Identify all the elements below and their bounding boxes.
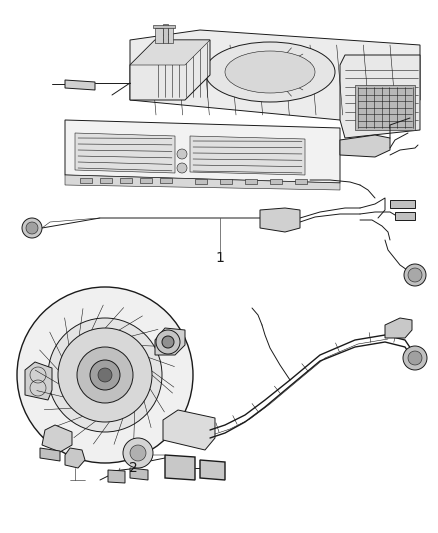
Text: 2: 2 xyxy=(129,461,138,475)
Polygon shape xyxy=(130,30,420,120)
Polygon shape xyxy=(130,468,148,480)
Polygon shape xyxy=(100,178,112,183)
Circle shape xyxy=(177,163,187,173)
Ellipse shape xyxy=(225,51,315,93)
Polygon shape xyxy=(80,178,92,183)
Circle shape xyxy=(48,318,162,432)
Polygon shape xyxy=(190,136,305,175)
Circle shape xyxy=(177,149,187,159)
Circle shape xyxy=(90,360,120,390)
Polygon shape xyxy=(340,135,390,157)
Polygon shape xyxy=(245,179,257,184)
Polygon shape xyxy=(40,448,60,461)
Polygon shape xyxy=(130,40,210,100)
Polygon shape xyxy=(220,179,232,184)
Polygon shape xyxy=(385,318,412,338)
Polygon shape xyxy=(195,179,207,184)
Circle shape xyxy=(156,330,180,354)
Polygon shape xyxy=(163,24,168,43)
Polygon shape xyxy=(120,178,132,183)
Polygon shape xyxy=(390,200,415,208)
Polygon shape xyxy=(270,179,282,184)
Circle shape xyxy=(162,336,174,348)
Circle shape xyxy=(17,287,193,463)
Polygon shape xyxy=(130,40,210,65)
Polygon shape xyxy=(108,470,125,483)
Ellipse shape xyxy=(205,42,335,102)
Circle shape xyxy=(26,222,38,234)
Polygon shape xyxy=(140,178,152,183)
Polygon shape xyxy=(163,410,215,450)
Polygon shape xyxy=(65,448,85,468)
Polygon shape xyxy=(160,178,172,183)
Circle shape xyxy=(77,347,133,403)
Polygon shape xyxy=(25,362,52,400)
Polygon shape xyxy=(155,328,185,355)
Polygon shape xyxy=(260,208,300,232)
Polygon shape xyxy=(65,80,95,90)
Polygon shape xyxy=(340,55,420,138)
Circle shape xyxy=(22,218,42,238)
Polygon shape xyxy=(42,425,72,452)
Polygon shape xyxy=(153,25,175,28)
Polygon shape xyxy=(355,85,415,130)
Polygon shape xyxy=(295,179,307,184)
Polygon shape xyxy=(168,26,173,43)
Polygon shape xyxy=(65,175,340,190)
Circle shape xyxy=(98,368,112,382)
Circle shape xyxy=(58,328,152,422)
Polygon shape xyxy=(165,455,195,480)
Circle shape xyxy=(123,438,153,468)
Text: 1: 1 xyxy=(215,251,224,265)
Polygon shape xyxy=(155,28,163,43)
Circle shape xyxy=(408,268,422,282)
Polygon shape xyxy=(75,133,175,173)
Circle shape xyxy=(408,351,422,365)
Circle shape xyxy=(403,346,427,370)
Circle shape xyxy=(404,264,426,286)
Polygon shape xyxy=(200,460,225,480)
Polygon shape xyxy=(395,212,415,220)
Polygon shape xyxy=(65,120,340,183)
Circle shape xyxy=(130,445,146,461)
